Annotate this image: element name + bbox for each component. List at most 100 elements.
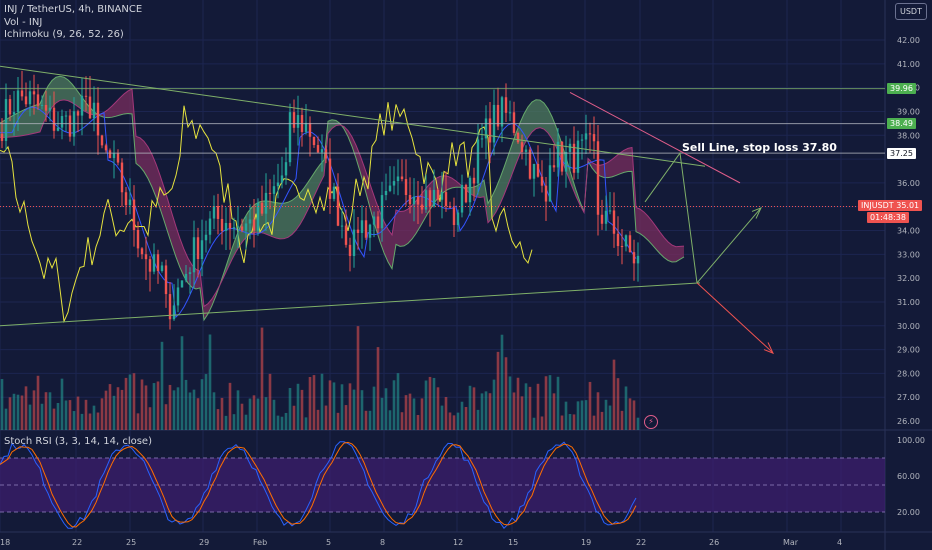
candle-body: [140, 248, 144, 255]
candle-body: [524, 149, 528, 152]
volume-bar: [120, 389, 124, 430]
candle-body: [292, 112, 296, 128]
candle-body: [268, 192, 272, 194]
candle-body: [12, 112, 16, 115]
candle-body: [424, 190, 428, 210]
volume-bar: [224, 415, 228, 430]
kumo-segment: [32, 105, 36, 134]
volume-bar: [312, 375, 316, 430]
kumo-segment: [492, 187, 496, 219]
volume-bar: [188, 392, 192, 430]
kumo-segment: [156, 164, 160, 209]
volume-bar: [560, 415, 564, 430]
kumo-segment: [140, 137, 144, 172]
volume-bar: [428, 376, 432, 430]
candle-body: [372, 216, 376, 225]
x-tick-label: 22: [636, 538, 646, 547]
lightning-icon[interactable]: ⚡: [644, 415, 658, 429]
candle-body: [152, 254, 156, 272]
volume-bar: [476, 409, 480, 430]
candle-body: [444, 192, 448, 206]
volume-bar: [40, 403, 44, 430]
candle-body: [376, 216, 380, 229]
volume-bar: [212, 392, 216, 430]
kumo-segment: [540, 100, 544, 130]
candle-body: [584, 133, 588, 140]
volume-bar: [612, 359, 616, 430]
currency-badge[interactable]: USDT: [895, 3, 927, 20]
volume-bar: [420, 398, 424, 430]
volume-bar: [564, 401, 568, 430]
candle-body: [220, 218, 224, 231]
y-tick-label: 34.00: [897, 227, 920, 236]
price-tag-current-level: 37.25: [887, 148, 916, 159]
volume-bar: [568, 414, 572, 430]
volume-bar: [580, 400, 584, 430]
candle-body: [460, 184, 464, 213]
candle-body: [396, 176, 400, 182]
candle-body: [412, 196, 416, 205]
candle-body: [356, 229, 360, 233]
volume-bar: [508, 376, 512, 430]
volume-bar: [88, 413, 92, 430]
volume-bar: [492, 379, 496, 430]
candle-body: [344, 225, 348, 245]
candle-body: [328, 158, 332, 199]
kumo-segment: [512, 133, 516, 175]
volume-bar: [616, 378, 620, 430]
volume-bar: [100, 398, 104, 430]
x-tick-label: 15: [508, 538, 518, 547]
candle-body: [144, 254, 148, 260]
volume-bar: [168, 384, 172, 430]
volume-bar: [128, 374, 132, 430]
volume-bar: [296, 383, 300, 430]
kumo-segment: [268, 201, 272, 237]
volume-bar: [0, 379, 4, 430]
x-tick-label: 29: [199, 538, 209, 547]
kumo-segment: [544, 103, 548, 133]
candle-body: [216, 206, 220, 219]
candle-body: [304, 122, 308, 132]
candle-body: [568, 143, 572, 152]
sell-line-annotation: Sell Line, stop loss 37.80: [682, 141, 837, 154]
volume-bar: [388, 410, 392, 430]
kumo-segment: [392, 209, 396, 269]
candle-body: [284, 162, 288, 176]
kumo-segment: [132, 89, 136, 164]
volume-bar: [632, 400, 636, 430]
volume-bar: [72, 411, 76, 430]
volume-bar: [304, 417, 308, 430]
kumo-segment: [628, 147, 632, 172]
kumo-segment: [104, 109, 108, 118]
candle-body: [148, 259, 152, 272]
x-tick-label: Mar: [783, 538, 799, 547]
kumo-segment: [232, 237, 236, 260]
kumo-segment: [624, 148, 628, 173]
candle-body: [612, 210, 616, 234]
candle-body: [508, 112, 512, 114]
candle-body: [476, 139, 480, 184]
volume-bar: [572, 414, 576, 430]
x-tick-label: 26: [709, 538, 719, 547]
volume-bar: [252, 395, 256, 430]
kumo-segment: [276, 202, 280, 239]
candle-body: [636, 255, 640, 264]
kumo-segment: [40, 93, 44, 132]
candle-body: [580, 139, 584, 141]
volume-bar: [148, 407, 152, 430]
x-tick-label: Feb: [253, 538, 267, 547]
kumo-segment: [600, 164, 604, 178]
candle-body: [192, 237, 196, 273]
volume-bar: [396, 373, 400, 430]
volume-bar: [436, 387, 440, 430]
candle-body: [420, 204, 424, 210]
y-tick-label: 29.00: [897, 346, 920, 355]
candle-body: [56, 127, 60, 131]
volume-bar: [104, 390, 108, 430]
candle-body: [556, 141, 560, 168]
volume-bar: [236, 390, 240, 430]
candle-body: [504, 97, 508, 113]
candle-body: [360, 220, 364, 233]
candle-body: [248, 219, 252, 224]
